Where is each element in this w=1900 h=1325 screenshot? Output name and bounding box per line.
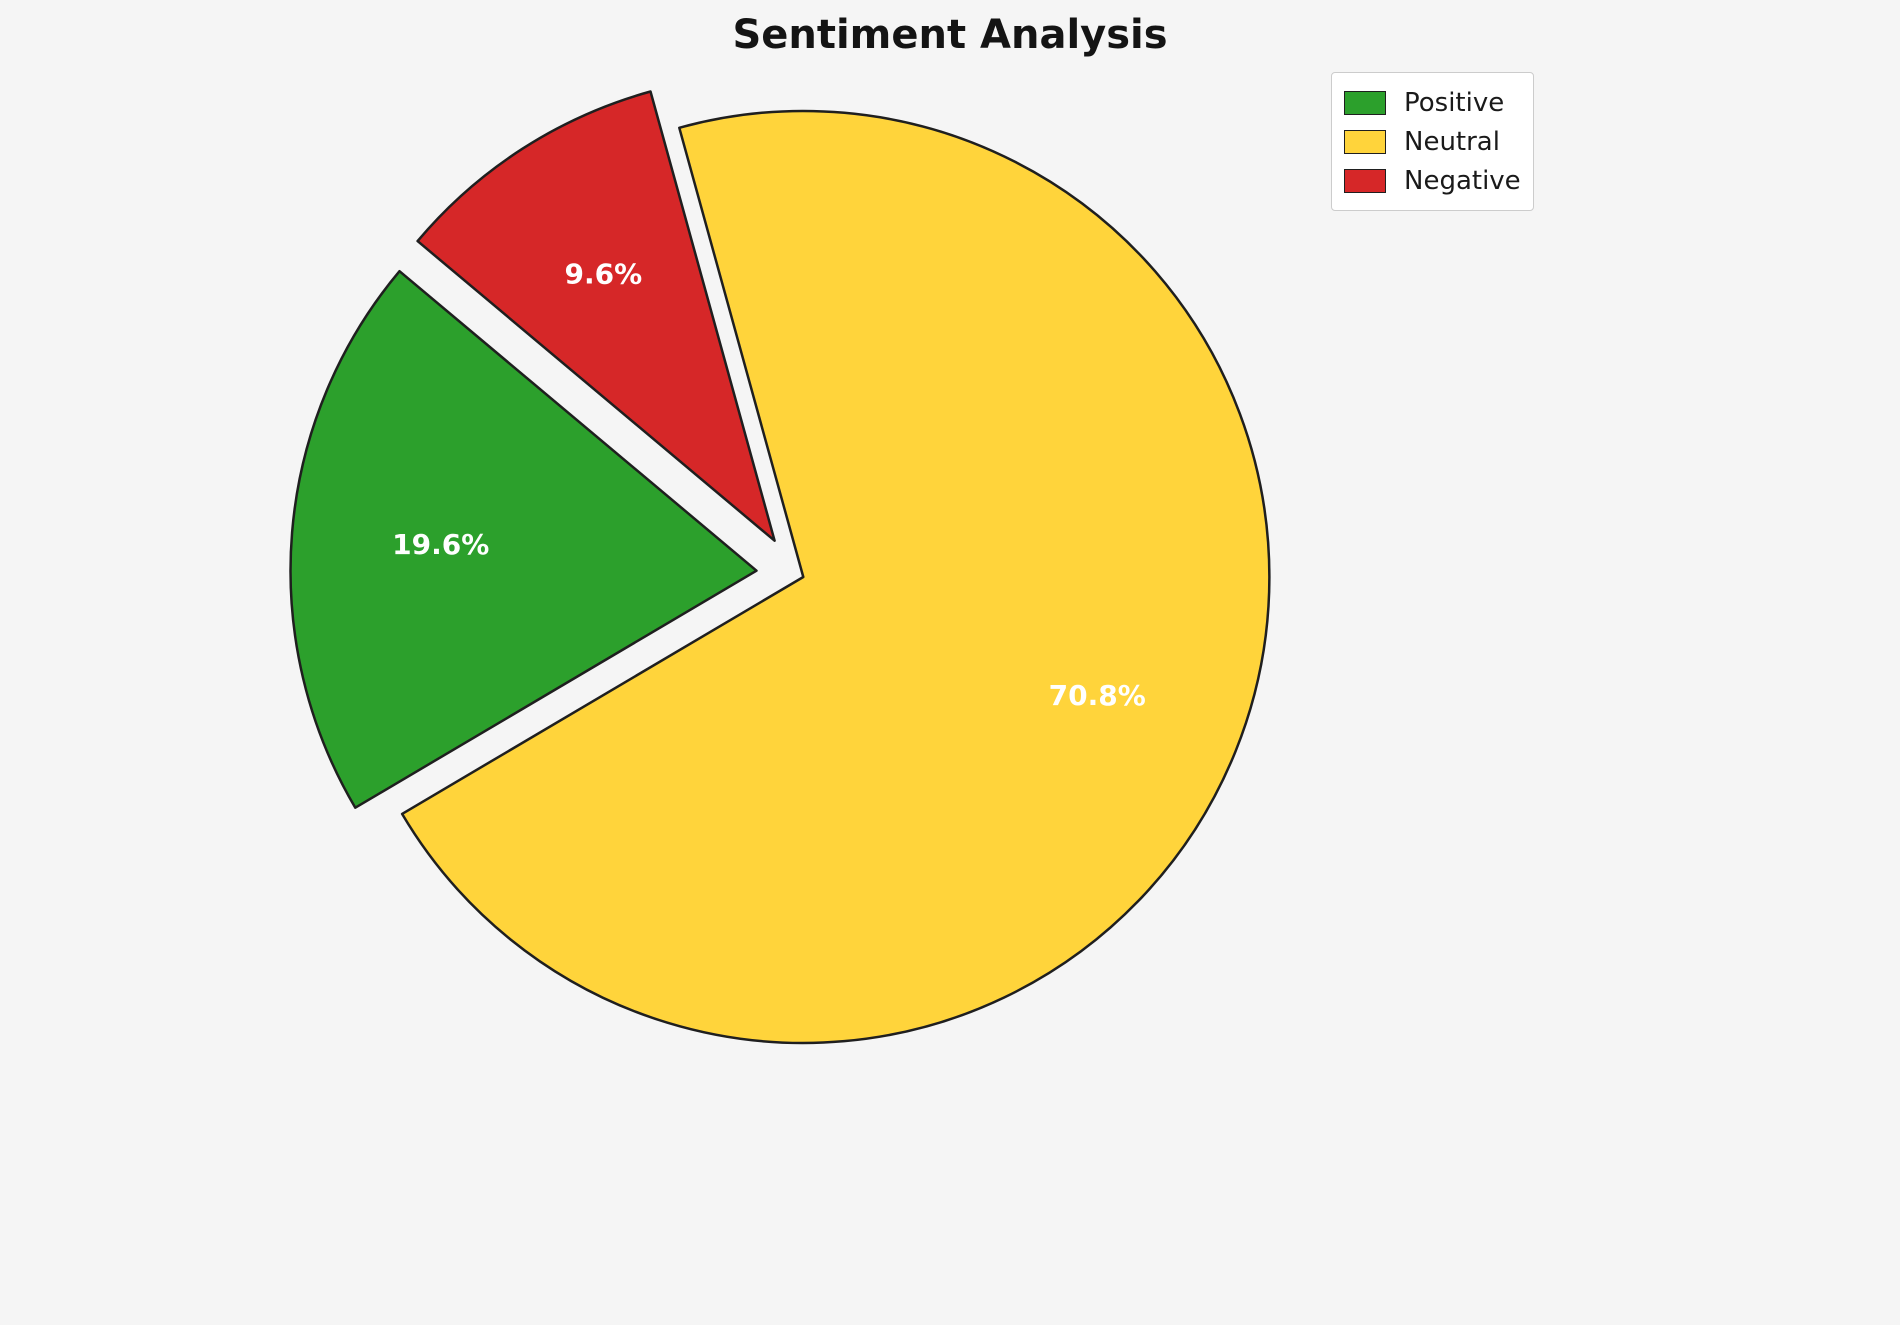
pie-slice-neutral [400,109,1271,1045]
chart-title: Sentiment Analysis [732,12,1168,58]
legend-item-positive: Positive [1344,83,1521,122]
pie-slice-negative [416,90,776,542]
pie-slice-positive [289,269,758,809]
legend-swatch-neutral [1344,129,1386,154]
legend-label-positive: Positive [1404,87,1505,118]
legend: Positive Neutral Negative [1331,72,1534,211]
pie-percent-label-neutral: 70.8% [1049,679,1146,712]
pie-percent-label-positive: 19.6% [392,528,489,561]
legend-label-neutral: Neutral [1404,126,1500,157]
legend-swatch-positive [1344,90,1386,115]
legend-item-neutral: Neutral [1344,122,1521,161]
legend-swatch-negative [1344,168,1386,193]
legend-label-negative: Negative [1404,165,1521,196]
pie-percent-label-negative: 9.6% [564,258,642,291]
legend-item-negative: Negative [1344,161,1521,200]
